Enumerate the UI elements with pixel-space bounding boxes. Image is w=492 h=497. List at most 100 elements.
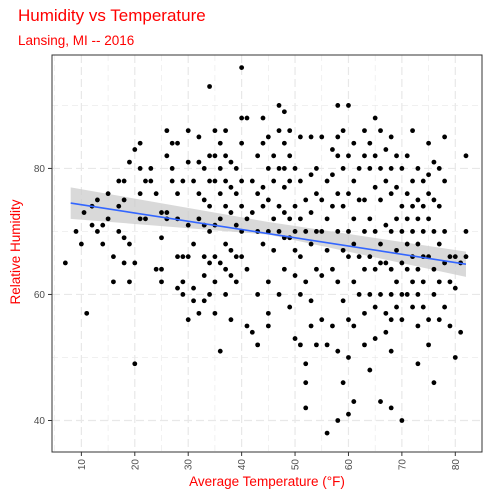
data-point (340, 203, 346, 209)
data-point (399, 292, 405, 297)
data-point (244, 266, 250, 272)
data-point (271, 153, 277, 159)
data-point (362, 153, 367, 159)
data-point (89, 222, 95, 228)
data-point (399, 166, 405, 171)
data-point (351, 241, 357, 247)
data-point (415, 292, 421, 297)
data-point (319, 273, 325, 278)
data-point (191, 285, 196, 291)
data-point (212, 254, 218, 260)
data-point (447, 323, 453, 329)
data-point (314, 229, 319, 234)
data-point (292, 203, 298, 209)
data-point (426, 342, 431, 348)
data-point (303, 279, 309, 285)
data-point (388, 292, 394, 297)
data-point (217, 140, 223, 146)
data-point (228, 159, 234, 165)
data-point (431, 197, 437, 203)
data-point (249, 178, 255, 184)
data-point (137, 216, 143, 222)
data-point (185, 254, 191, 260)
data-point (217, 216, 223, 222)
data-point (335, 103, 341, 108)
data-point (346, 229, 351, 234)
data-point (303, 197, 309, 203)
data-point (426, 317, 431, 323)
data-point (249, 329, 255, 335)
data-point (244, 323, 250, 329)
data-point (351, 140, 357, 146)
data-point (137, 166, 143, 171)
data-point (207, 84, 212, 89)
data-point (340, 128, 346, 134)
data-point (367, 166, 373, 171)
data-point (372, 266, 378, 272)
data-point (314, 342, 319, 348)
data-point (436, 241, 442, 247)
data-point (420, 203, 426, 209)
data-point (388, 134, 394, 140)
data-point (415, 197, 421, 203)
data-point (308, 134, 314, 140)
data-point (132, 147, 138, 152)
data-point (314, 166, 319, 171)
data-point (185, 317, 191, 323)
data-point (367, 367, 373, 373)
data-point (201, 273, 207, 278)
data-point (271, 247, 277, 253)
data-point (383, 222, 389, 228)
data-point (319, 134, 325, 140)
data-point (191, 298, 196, 304)
data-point (217, 260, 223, 266)
data-point (148, 178, 154, 184)
data-point (180, 279, 186, 285)
data-point (330, 147, 335, 152)
data-point (185, 159, 191, 165)
data-point (303, 229, 309, 234)
data-point (404, 292, 410, 297)
data-point (346, 317, 351, 323)
data-point (111, 254, 116, 260)
data-point (383, 147, 389, 152)
x-tick-label: 80 (451, 459, 462, 471)
data-point (388, 348, 394, 354)
y-tick-label: 60 (34, 290, 46, 301)
plot-border (51, 54, 483, 453)
data-point (116, 203, 122, 209)
data-point (212, 128, 218, 134)
trend-line (70, 202, 467, 266)
x-axis-title: Average Temperature (°F) (189, 474, 345, 489)
data-point (415, 361, 421, 367)
data-point (73, 229, 79, 234)
data-point (100, 222, 106, 228)
data-point (415, 216, 421, 222)
data-point (431, 229, 437, 234)
data-point (233, 166, 239, 171)
data-point (121, 235, 127, 241)
data-point (297, 178, 303, 184)
data-point (105, 191, 111, 197)
data-point (212, 310, 218, 316)
data-point (212, 153, 218, 159)
data-point (297, 254, 303, 260)
data-point (121, 178, 127, 184)
data-point (442, 229, 448, 234)
data-point (164, 210, 170, 215)
data-point (340, 247, 346, 253)
data-point (223, 292, 229, 297)
data-point (372, 115, 378, 121)
data-point (319, 197, 325, 203)
data-point (223, 153, 229, 159)
data-point (346, 254, 351, 260)
major-gridlines (52, 55, 482, 452)
data-point (276, 128, 282, 134)
data-point (404, 153, 410, 159)
data-point (175, 191, 180, 197)
data-point (276, 103, 282, 108)
data-point (330, 323, 335, 329)
data-point (340, 166, 346, 171)
data-point (324, 430, 330, 436)
x-axis-ticks: 10 20 30 40 50 60 70 80 (77, 452, 462, 470)
